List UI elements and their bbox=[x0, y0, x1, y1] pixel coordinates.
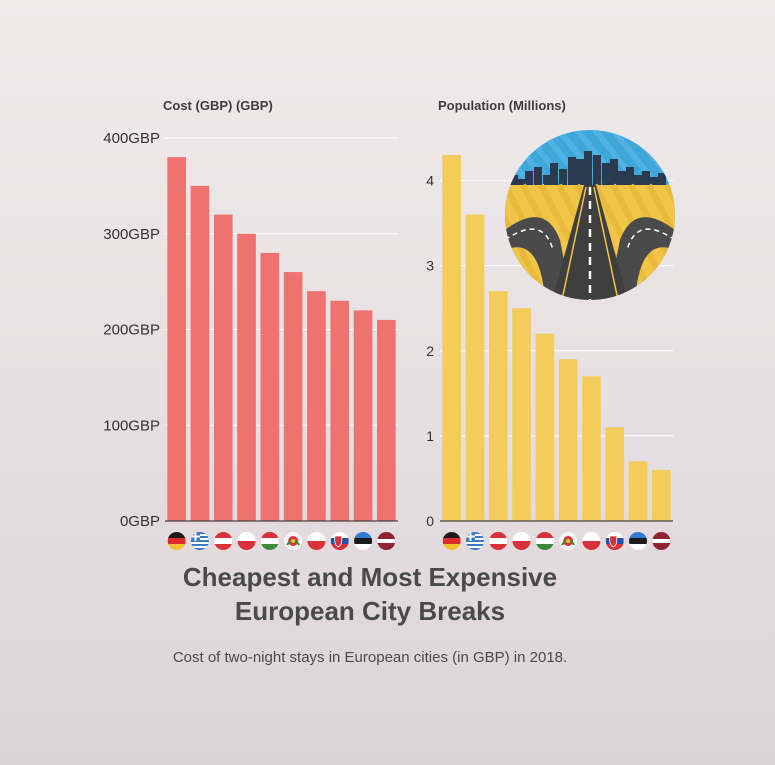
lv-flag-icon bbox=[652, 532, 671, 550]
bar-germany bbox=[442, 155, 461, 521]
charts-area: Cost (GBP) (GBP)0GBP100GBP200GBP300GBP40… bbox=[103, 98, 675, 550]
bar-austria bbox=[488, 291, 508, 521]
pl-flag-icon bbox=[582, 532, 601, 550]
pl-flag-icon bbox=[237, 532, 256, 550]
y-tick-label: 0GBP bbox=[120, 513, 160, 530]
at-flag-icon bbox=[214, 532, 233, 550]
title-line-2: European City Breaks bbox=[234, 596, 506, 626]
bar-latvia bbox=[652, 469, 671, 521]
y-tick-label: 200GBP bbox=[103, 322, 160, 339]
bar-latvia bbox=[377, 319, 396, 521]
gr-flag-icon bbox=[190, 532, 209, 550]
y-tick-label: 1 bbox=[426, 428, 434, 444]
at-flag-icon bbox=[489, 532, 508, 550]
ee-flag-icon bbox=[629, 532, 648, 550]
lv-flag-icon bbox=[377, 532, 396, 550]
bar-estonia bbox=[628, 461, 648, 521]
pl-flag-icon bbox=[512, 532, 531, 550]
bar-estonia bbox=[353, 310, 373, 521]
bar-slovakia bbox=[330, 300, 350, 521]
bar-poland bbox=[237, 233, 256, 521]
pt-flag-icon bbox=[559, 532, 578, 550]
bar-poland bbox=[582, 376, 601, 521]
bar-poland bbox=[307, 291, 326, 521]
bar-portugal bbox=[283, 272, 303, 521]
y-tick-label: 0 bbox=[426, 513, 434, 529]
bar-greece bbox=[465, 214, 485, 521]
sk-flag-icon bbox=[330, 532, 349, 550]
bar-hungary bbox=[535, 333, 555, 521]
pl-flag-icon bbox=[307, 532, 326, 550]
y-tick-label: 4 bbox=[426, 173, 434, 189]
chart-title: Cost (GBP) (GBP) bbox=[163, 98, 273, 113]
chart-title: Population (Millions) bbox=[438, 98, 566, 113]
page-subtitle: Cost of two-night stays in European citi… bbox=[172, 649, 568, 666]
population-chart: Population (Millions) 0 1 2 3 4 bbox=[426, 98, 673, 550]
page-title: Cheapest and Most Expensive European Cit… bbox=[0, 560, 740, 628]
y-tick-label: 100GBP bbox=[103, 417, 160, 434]
hu-flag-icon bbox=[260, 532, 279, 550]
de-flag-icon bbox=[442, 532, 461, 550]
de-flag-icon bbox=[167, 532, 186, 550]
y-tick-label: 3 bbox=[426, 258, 434, 274]
pt-flag-icon bbox=[284, 532, 303, 550]
bar-greece bbox=[190, 185, 210, 521]
ee-flag-icon bbox=[354, 532, 373, 550]
bar-slovakia bbox=[605, 427, 625, 521]
gr-flag-icon bbox=[465, 532, 484, 550]
bar-austria bbox=[213, 214, 233, 521]
bar-poland bbox=[512, 308, 531, 521]
bar-germany bbox=[167, 157, 186, 521]
cost-chart: Cost (GBP) (GBP) 0GBP 100GBP 200GBP 300GBP 40… bbox=[103, 98, 398, 550]
sk-flag-icon bbox=[605, 532, 624, 550]
y-tick-label: 300GBP bbox=[103, 226, 160, 243]
bar-hungary bbox=[260, 252, 280, 521]
bar-portugal bbox=[558, 359, 578, 521]
title-line-1: Cheapest and Most Expensive bbox=[182, 562, 558, 592]
y-tick-label: 400GBP bbox=[103, 130, 160, 147]
y-tick-label: 2 bbox=[426, 343, 434, 359]
hu-flag-icon bbox=[535, 532, 554, 550]
